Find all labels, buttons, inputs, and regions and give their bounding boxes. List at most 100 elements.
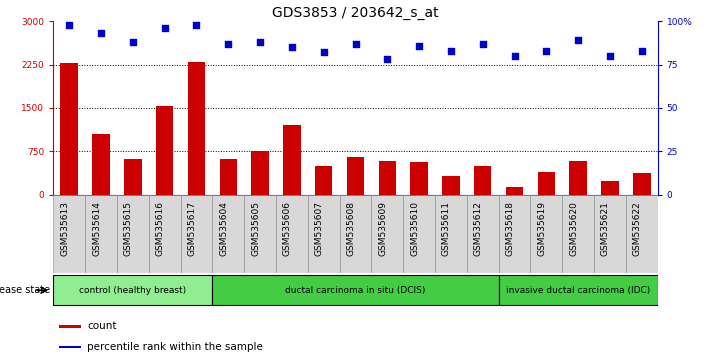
Point — [445, 48, 456, 53]
Point — [382, 57, 393, 62]
Bar — [562, 21, 594, 195]
Bar — [594, 21, 626, 195]
Bar — [315, 166, 333, 195]
Bar — [53, 275, 213, 305]
Point — [159, 25, 171, 31]
Bar — [124, 159, 141, 195]
Point — [604, 53, 616, 59]
Bar — [276, 195, 308, 273]
Text: GSM535610: GSM535610 — [410, 201, 419, 256]
Point — [477, 41, 488, 47]
Point — [255, 39, 266, 45]
Bar — [403, 195, 435, 273]
Bar — [149, 21, 181, 195]
Text: GSM535612: GSM535612 — [474, 201, 483, 256]
Bar — [435, 21, 467, 195]
Bar — [347, 156, 364, 195]
Point — [63, 22, 75, 28]
Bar — [371, 195, 403, 273]
Text: GSM535609: GSM535609 — [378, 201, 387, 256]
Bar — [340, 21, 371, 195]
Point — [287, 44, 298, 50]
Bar — [435, 195, 467, 273]
Text: GSM535619: GSM535619 — [538, 201, 546, 256]
Bar — [181, 195, 213, 273]
Bar — [213, 195, 244, 273]
Bar — [371, 21, 403, 195]
Bar — [403, 21, 435, 195]
Bar — [467, 195, 498, 273]
Text: GSM535611: GSM535611 — [442, 201, 451, 256]
Bar — [244, 195, 276, 273]
Text: GSM535617: GSM535617 — [188, 201, 196, 256]
Bar — [562, 195, 594, 273]
Bar — [474, 166, 491, 195]
Text: disease state: disease state — [0, 285, 50, 295]
Point — [223, 41, 234, 47]
Text: GSM535604: GSM535604 — [219, 201, 228, 256]
Bar — [85, 195, 117, 273]
Bar — [60, 346, 81, 348]
Text: invasive ductal carcinoma (IDC): invasive ductal carcinoma (IDC) — [506, 286, 651, 295]
Bar — [149, 195, 181, 273]
Bar — [156, 105, 173, 195]
Bar — [213, 21, 244, 195]
Bar — [117, 21, 149, 195]
Point — [509, 53, 520, 59]
Bar — [60, 325, 81, 328]
Text: GSM535613: GSM535613 — [60, 201, 69, 256]
Text: GSM535607: GSM535607 — [315, 201, 324, 256]
Point — [350, 41, 361, 47]
Point — [95, 30, 107, 36]
Bar — [85, 21, 117, 195]
Bar — [251, 151, 269, 195]
Point — [572, 38, 584, 43]
Bar — [498, 21, 530, 195]
Bar — [538, 172, 555, 195]
Text: GSM535605: GSM535605 — [251, 201, 260, 256]
Bar — [244, 21, 276, 195]
Bar — [506, 187, 523, 195]
Bar — [442, 176, 460, 195]
Text: GSM535618: GSM535618 — [506, 201, 515, 256]
Point — [318, 50, 329, 55]
Bar — [308, 195, 340, 273]
Bar — [410, 162, 428, 195]
Bar — [467, 21, 498, 195]
Text: count: count — [87, 321, 117, 331]
Bar — [594, 195, 626, 273]
Bar — [92, 134, 109, 195]
Text: GSM535614: GSM535614 — [92, 201, 101, 256]
Bar — [378, 161, 396, 195]
Point — [636, 48, 648, 53]
Text: GSM535620: GSM535620 — [569, 201, 578, 256]
Bar — [53, 21, 85, 195]
Bar — [283, 125, 301, 195]
Bar — [340, 195, 371, 273]
Bar — [53, 195, 85, 273]
Text: GSM535622: GSM535622 — [633, 201, 642, 256]
Bar — [530, 21, 562, 195]
Bar — [308, 21, 340, 195]
Bar — [181, 21, 213, 195]
Bar — [498, 195, 530, 273]
Text: GSM535606: GSM535606 — [283, 201, 292, 256]
Text: GSM535621: GSM535621 — [601, 201, 610, 256]
Text: percentile rank within the sample: percentile rank within the sample — [87, 342, 263, 352]
Bar — [626, 21, 658, 195]
Text: GSM535616: GSM535616 — [156, 201, 165, 256]
Title: GDS3853 / 203642_s_at: GDS3853 / 203642_s_at — [272, 6, 439, 20]
Text: ductal carcinoma in situ (DCIS): ductal carcinoma in situ (DCIS) — [285, 286, 426, 295]
Text: GSM535615: GSM535615 — [124, 201, 133, 256]
Bar — [570, 161, 587, 195]
Point — [127, 39, 139, 45]
Point — [540, 48, 552, 53]
Text: control (healthy breast): control (healthy breast) — [80, 286, 186, 295]
Bar — [117, 195, 149, 273]
Bar — [626, 195, 658, 273]
Point — [413, 43, 424, 48]
Bar — [530, 195, 562, 273]
Bar — [276, 21, 308, 195]
Bar — [60, 63, 78, 195]
Bar — [220, 159, 237, 195]
